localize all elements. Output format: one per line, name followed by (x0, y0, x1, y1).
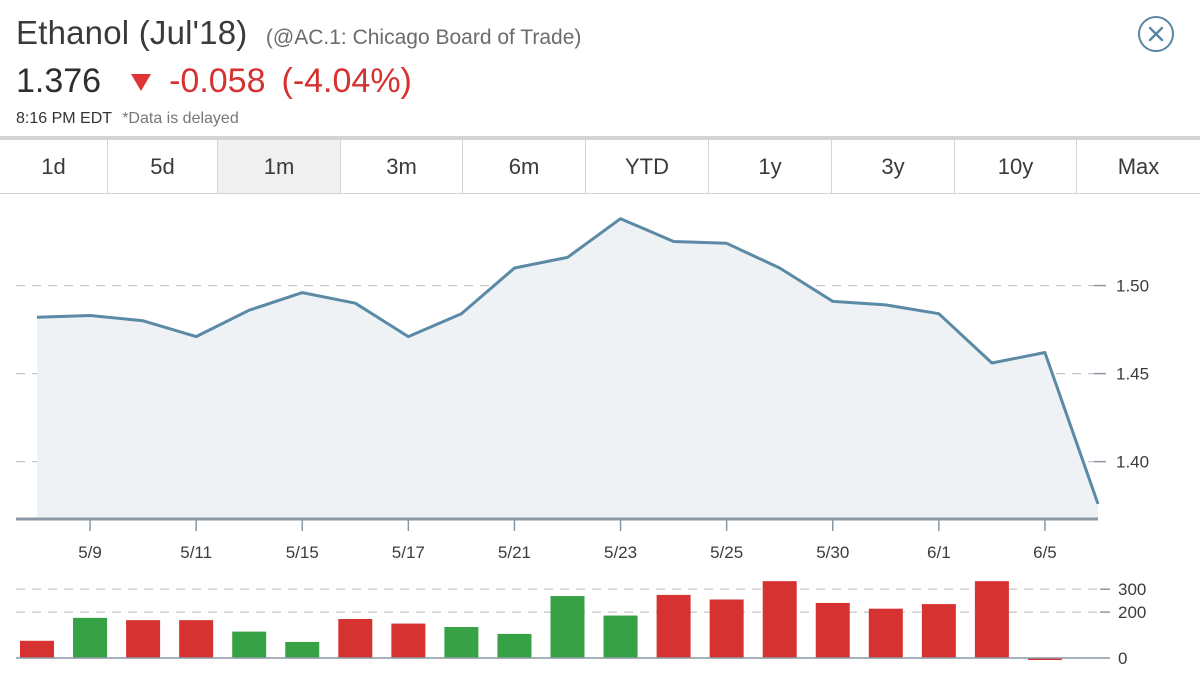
tab-max[interactable]: Max (1117, 153, 1160, 179)
price-y-tick-label: 1.50 (1116, 277, 1149, 296)
price-x-tick-label: 5/23 (604, 543, 637, 562)
volume-bar (285, 641, 320, 658)
price-x-tick-label: 5/25 (710, 543, 743, 562)
volume-bar (497, 633, 532, 658)
volume-bar (762, 581, 797, 658)
volume-bar (444, 627, 479, 658)
tab-3m[interactable]: 3m (341, 140, 463, 193)
price-x-tick-label: 5/11 (180, 543, 212, 562)
price-volume-chart: 1.40 1.45 1.50 5/9 5/11 5/15 5/17 5/21 5/23 5/25… (16, 217, 1149, 668)
price-row: 1.376 -0.058 (-4.04%) (16, 62, 412, 101)
price-y-tick-label: 1.40 (1116, 453, 1149, 472)
volume-bar (815, 602, 850, 658)
volume-bar (868, 608, 903, 658)
volume-bar (338, 619, 373, 658)
close-icon (1148, 26, 1164, 42)
last-price: 1.376 (16, 62, 102, 100)
volume-grid (16, 588, 1100, 613)
volume-bar (391, 623, 426, 658)
range-tabs: 1d 5d 1m 3m 6m YTD 1y 3y 10y Max (0, 136, 1200, 194)
volume-bars (20, 581, 1062, 660)
price-x-axis: 5/9 5/11 5/15 5/17 5/21 5/23 5/25 5/30 6/1 6/5 (78, 520, 1057, 562)
price-x-tick-label: 5/15 (286, 543, 319, 562)
title-row: Ethanol (Jul'18) (@AC.1: Chicago Board o… (16, 14, 581, 52)
volume-bar (656, 594, 691, 658)
price-y-tick-label: 1.45 (1116, 365, 1149, 384)
price-x-tick-label: 5/21 (498, 543, 531, 562)
volume-bar (550, 596, 585, 658)
price-x-tick-label: 5/30 (816, 543, 849, 562)
price-area (37, 218, 1098, 518)
price-change-percent: (-4.04%) (281, 62, 412, 100)
price-change: -0.058 (169, 62, 266, 100)
volume-y-tick-label: 200 (1118, 603, 1146, 622)
price-x-tick-label: 6/1 (927, 543, 951, 562)
tab-1d[interactable]: 1d (0, 140, 108, 193)
price-x-tick-label: 5/9 (78, 543, 102, 562)
price-x-tick-label: 5/17 (392, 543, 425, 562)
price-y-axis: 1.40 1.45 1.50 (1094, 277, 1149, 472)
exchange-subtitle: (@AC.1: Chicago Board of Trade) (265, 26, 582, 49)
tab-ytd[interactable]: YTD (586, 140, 709, 193)
quote-time: 8:16 PM EDT (16, 110, 112, 127)
close-button[interactable] (1138, 16, 1174, 52)
tab-5d[interactable]: 5d (108, 140, 218, 193)
volume-bar (974, 581, 1009, 658)
volume-bar (126, 620, 161, 658)
price-line (36, 217, 1100, 505)
instrument-title: Ethanol (Jul'18) (16, 14, 248, 51)
volume-y-tick-label: 0 (1118, 649, 1127, 668)
volume-bar (1027, 658, 1062, 660)
tab-6m[interactable]: 6m (463, 140, 586, 193)
volume-bar (179, 620, 214, 658)
price-x-tick-label: 6/5 (1033, 543, 1057, 562)
volume-y-tick-label: 300 (1118, 580, 1146, 599)
delayed-note: *Data is delayed (122, 110, 239, 127)
tab-1m[interactable]: 1m (218, 140, 341, 193)
down-triangle-icon (131, 74, 152, 91)
volume-bar (603, 615, 638, 658)
tab-1y[interactable]: 1y (709, 140, 832, 193)
volume-bar (232, 631, 267, 658)
timestamp-row: 8:16 PM EDT *Data is delayed (16, 110, 239, 128)
tab-10y[interactable]: 10y (955, 140, 1077, 193)
tab-3y[interactable]: 3y (832, 140, 955, 193)
volume-bar (20, 640, 54, 658)
volume-bar (921, 604, 956, 658)
volume-bar (73, 617, 108, 658)
volume-y-axis: 0 200 300 (1100, 580, 1146, 668)
volume-bar (709, 599, 744, 658)
quote-header: Ethanol (Jul'18) (@AC.1: Chicago Board o… (0, 0, 1200, 136)
